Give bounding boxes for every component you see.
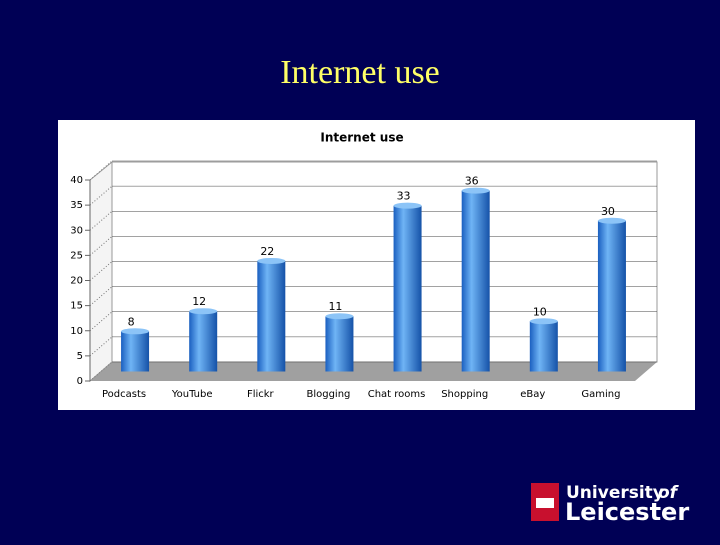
data-label: 8 <box>128 315 135 328</box>
x-tick-label: Gaming <box>581 389 620 400</box>
data-label: 11 <box>328 300 342 313</box>
y-tick-label: 40 <box>70 175 83 186</box>
bar <box>393 205 422 372</box>
grid-line <box>89 261 113 281</box>
x-tick-label: YouTube <box>171 389 213 400</box>
y-tick-label: 5 <box>77 351 83 362</box>
logo: University of Leicester <box>531 483 689 526</box>
y-tick-label: 35 <box>70 200 83 211</box>
bar <box>597 220 626 372</box>
slide-title: Internet use <box>280 54 440 91</box>
data-label: 33 <box>397 190 411 203</box>
data-label: 36 <box>465 175 479 188</box>
floor <box>90 362 657 381</box>
bar-top <box>461 187 490 194</box>
grid-line <box>89 185 113 206</box>
chart: 0 5 10 15 20 25 30 35 40 Podcasts 8 YouTube 12 Flickr… <box>70 160 657 400</box>
bar-top <box>325 313 354 320</box>
bar-top <box>597 217 626 224</box>
bar <box>461 190 490 372</box>
grid-line <box>89 210 113 231</box>
bar-top <box>393 202 422 209</box>
y-tick-label: 0 <box>77 376 83 387</box>
chart-title: Internet use <box>320 131 403 145</box>
bar <box>257 260 286 372</box>
x-tick-label: Podcasts <box>102 389 146 400</box>
grid-line <box>89 160 113 181</box>
logo-text: University <box>566 483 664 503</box>
logo-text: of <box>658 483 680 503</box>
x-tick-label: Shopping <box>441 389 488 400</box>
data-label: 22 <box>260 245 274 258</box>
x-tick-label: Chat rooms <box>368 389 426 400</box>
y-tick-label: 10 <box>70 326 83 337</box>
grid-line <box>89 336 113 357</box>
bar-top <box>121 328 150 335</box>
x-tick-label: eBay <box>520 389 545 400</box>
grid-line <box>89 311 113 332</box>
x-tick-label: Flickr <box>247 389 275 400</box>
y-tick-label: 15 <box>70 301 83 312</box>
side-wall <box>89 160 113 383</box>
data-label: 10 <box>533 305 547 318</box>
bar-top <box>529 318 558 325</box>
data-label: 12 <box>192 295 206 308</box>
grid-line <box>89 235 113 256</box>
y-tick-label: 25 <box>70 250 83 261</box>
bar <box>189 311 218 372</box>
data-label: 30 <box>601 205 615 218</box>
logo-shield-band <box>536 498 554 508</box>
logo-text: Leicester <box>565 498 689 526</box>
bar <box>325 316 354 372</box>
bar-top <box>189 308 218 315</box>
x-tick-label: Blogging <box>306 389 350 400</box>
bar-top <box>257 257 286 264</box>
y-tick-label: 30 <box>70 225 83 236</box>
grid-line <box>89 286 113 307</box>
grid-line <box>89 361 113 382</box>
y-tick-label: 20 <box>70 276 83 287</box>
bar <box>529 321 558 372</box>
bar <box>121 331 150 372</box>
